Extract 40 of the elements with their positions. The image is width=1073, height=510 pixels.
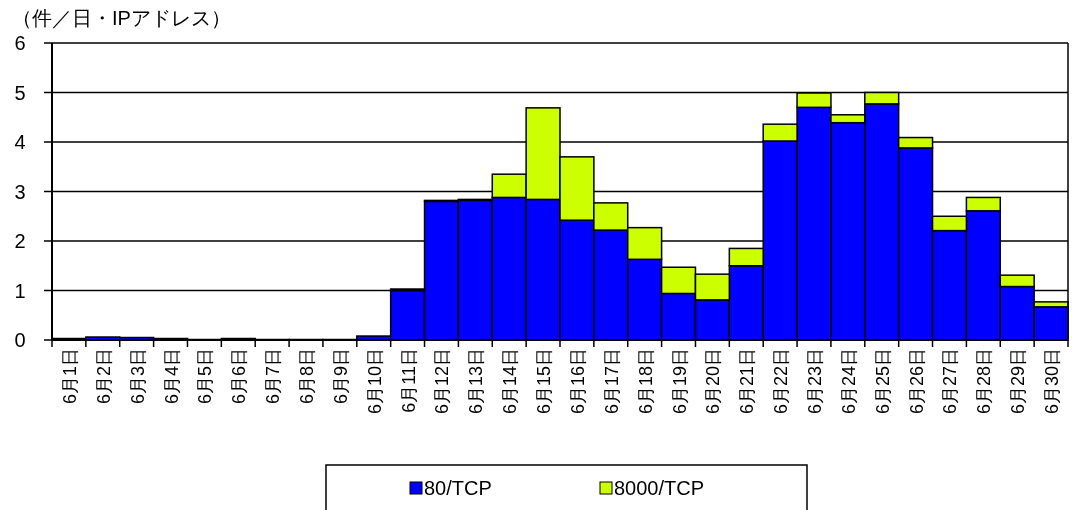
x-tick-label: 6月10日 xyxy=(364,348,385,415)
x-tick-label: 6月2日 xyxy=(93,348,114,405)
x-tick-label: 6月27日 xyxy=(940,348,961,415)
x-tick-label: 6月21日 xyxy=(737,348,758,415)
x-tick-label: 6月17日 xyxy=(601,348,622,415)
x-tick-label: 6月24日 xyxy=(838,348,859,415)
x-tick-label: 6月26日 xyxy=(906,348,927,415)
x-tick-label: 6月7日 xyxy=(263,348,284,405)
y-axis-title: （件／日・IPアドレス） xyxy=(12,7,231,29)
x-tick-label: 6月12日 xyxy=(432,348,453,415)
x-tick-label: 6月28日 xyxy=(974,348,995,415)
x-tick-label: 6月20日 xyxy=(703,348,724,415)
y-tick-label: 0 xyxy=(14,329,26,351)
x-tick-label: 6月8日 xyxy=(297,348,317,405)
x-tick-label: 6月15日 xyxy=(534,348,555,415)
x-tick-label: 6月4日 xyxy=(161,348,182,405)
x-tick-label: 6月16日 xyxy=(567,348,588,415)
y-tick-label: 6 xyxy=(14,32,26,54)
x-tick-label: 6月14日 xyxy=(500,348,521,415)
x-tick-label: 6月6日 xyxy=(229,348,250,405)
legend-label: 80/TCP xyxy=(424,477,492,499)
x-tick-label: 6月23日 xyxy=(805,348,825,415)
legend-label: 8000/TCP xyxy=(614,477,705,499)
x-tick-label: 6月18日 xyxy=(635,348,656,415)
y-tick-label: 2 xyxy=(14,230,26,252)
x-tick-label: 6月9日 xyxy=(330,348,351,405)
x-tick-label: 6月11日 xyxy=(398,348,419,413)
x-tick-label: 6月22日 xyxy=(771,348,792,415)
x-tick-label: 6月3日 xyxy=(127,348,148,405)
x-tick-label: 6月13日 xyxy=(466,348,487,415)
y-tick-label: 3 xyxy=(14,180,26,203)
x-tick-label: 6月1日 xyxy=(59,348,80,405)
x-tick-label: 6月29日 xyxy=(1008,348,1029,415)
y-tick-label: 1 xyxy=(14,279,26,302)
y-tick-label: 4 xyxy=(14,131,26,153)
y-tick-label: 5 xyxy=(14,81,26,104)
x-tick-label: 6月25日 xyxy=(872,348,893,415)
x-tick-label: 6月30日 xyxy=(1042,348,1063,415)
x-tick-label: 6月5日 xyxy=(195,348,216,405)
x-tick-label: 6月19日 xyxy=(669,348,690,415)
